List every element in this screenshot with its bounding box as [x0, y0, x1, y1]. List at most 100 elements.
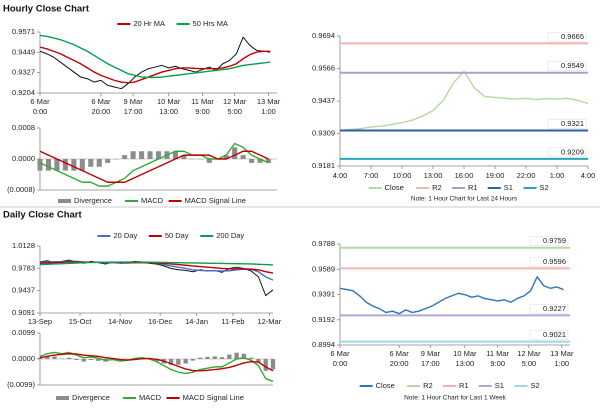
bar — [66, 357, 72, 359]
y-tick-label: (0.0008) — [7, 185, 35, 194]
bar — [190, 359, 196, 361]
y-tick-label: 0.9091 — [12, 308, 35, 317]
series-line — [39, 353, 274, 372]
bar — [62, 159, 68, 171]
x-tick-label: 14-Jan — [185, 317, 208, 326]
legend-label: S1 — [495, 381, 504, 390]
bar — [232, 147, 238, 159]
legend-label: S1 — [504, 183, 513, 192]
bar — [256, 359, 261, 363]
x-tick-label: 6 Mar — [330, 349, 350, 358]
bar — [168, 359, 174, 365]
bar — [105, 159, 111, 163]
bar — [270, 359, 276, 370]
y-tick-label: 0.9571 — [12, 27, 35, 36]
bar — [88, 159, 94, 167]
level-label-box — [547, 61, 587, 71]
level-label: 0.9321 — [561, 119, 584, 128]
bar — [96, 359, 101, 361]
legend-label: R2 — [423, 381, 433, 390]
level-label: 0.9759 — [543, 236, 566, 245]
series-line — [39, 150, 269, 183]
bar — [45, 356, 50, 359]
legend-label: 20 Hr MA — [133, 19, 165, 28]
x-tick-label: 17:00 — [124, 107, 143, 116]
y-tick-label: 0.9437 — [312, 96, 335, 105]
x-tick-label: 10:00 — [393, 171, 412, 180]
x-tick-label: 20:00 — [92, 107, 111, 116]
x-tick-label: 13-Sep — [28, 317, 52, 326]
x-tick-label: 16-Dec — [148, 317, 172, 326]
series-line — [39, 34, 271, 79]
x-tick-label: 9 Mar — [124, 97, 144, 106]
level-label-box — [529, 330, 569, 340]
level-label-box — [529, 257, 569, 267]
y-tick-label: 0.9192 — [312, 315, 335, 324]
bar — [172, 151, 178, 159]
x-tick-label: 13:00 — [159, 107, 178, 116]
x-tick-label: 12 Mar — [223, 97, 247, 106]
x-tick-label: 1:00 — [261, 107, 276, 116]
level-label-box — [529, 304, 569, 314]
bar — [139, 151, 145, 159]
x-tick-label: 5:00 — [522, 359, 537, 368]
bar — [154, 359, 159, 362]
x-tick-label: 15-Oct — [69, 317, 92, 326]
y-tick-label: 0.9181 — [312, 161, 335, 170]
legend-label: R1 — [459, 381, 469, 390]
bar — [71, 159, 77, 171]
y-tick-label: 0.9783 — [12, 263, 35, 272]
bar — [198, 357, 203, 359]
bar — [227, 354, 232, 359]
level-label: 0.9227 — [543, 304, 566, 313]
x-tick-label: 12 Mar — [517, 349, 541, 358]
x-tick-label: 20:00 — [390, 359, 409, 368]
bar — [181, 155, 187, 159]
bar — [88, 359, 94, 361]
x-tick-label: 19:00 — [486, 171, 505, 180]
section-heading: Hourly Close Chart — [3, 4, 90, 15]
bar — [74, 359, 79, 361]
legend-label: MACD Signal Line — [183, 393, 244, 402]
bar — [79, 159, 85, 171]
x-tick-label: 10 Mar — [453, 349, 477, 358]
x-tick-label: 1:00 — [554, 359, 569, 368]
bar — [54, 159, 60, 171]
y-tick-label: 0.0000 — [12, 154, 35, 163]
legend-label: Divergence — [72, 393, 110, 402]
x-tick-label: 13 Mar — [257, 97, 281, 106]
x-tick-label: 13:00 — [455, 359, 474, 368]
series-line — [39, 261, 274, 266]
level-label: 0.9549 — [561, 61, 584, 70]
chart-note: Note: 1 Hour Chart for Last 1 Week — [404, 395, 507, 402]
legend-label: Close — [376, 381, 395, 390]
bar — [147, 151, 153, 159]
x-tick-label: 11-Feb — [221, 317, 244, 326]
bar — [248, 357, 254, 359]
legend-label: MACD Signal Line — [185, 196, 246, 205]
x-tick-label: 1:00 — [550, 171, 565, 180]
chart-note: Note: 1 Hour Chart for Last 24 Hours — [411, 196, 518, 203]
y-tick-label: 0.9309 — [312, 129, 335, 138]
bar — [81, 359, 86, 362]
level-label-box — [547, 147, 587, 158]
bar — [37, 357, 43, 359]
bar — [52, 356, 57, 359]
series-line — [339, 70, 589, 131]
bar — [37, 159, 43, 171]
legend-label: 50 Day — [165, 231, 189, 240]
x-tick-label: 6 Mar — [390, 349, 410, 358]
x-tick-label: 13 Mar — [550, 349, 574, 358]
x-tick-label: 10 Mar — [157, 97, 181, 106]
y-tick-label: 0.9204 — [12, 88, 35, 97]
bar — [265, 159, 272, 163]
y-tick-label: 0.0008 — [12, 123, 35, 132]
series-line — [39, 142, 269, 187]
bar — [234, 352, 239, 359]
x-tick-label: 4:00 — [333, 171, 348, 180]
bar — [130, 151, 136, 159]
bar — [212, 356, 217, 359]
legend-label: R2 — [432, 183, 442, 192]
y-tick-label: 0.8994 — [312, 340, 335, 349]
